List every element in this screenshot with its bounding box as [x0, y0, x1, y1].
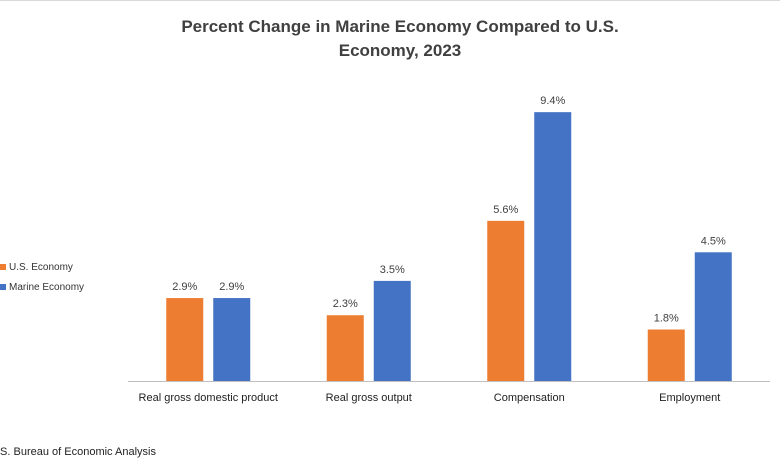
category-label-0: Real gross domestic product	[139, 392, 278, 404]
bar-marine-economy-0	[213, 298, 251, 381]
legend-swatch-marine-economy	[0, 284, 6, 290]
source-note: .S. Bureau of Economic Analysis	[0, 446, 156, 458]
bar-us-economy-1	[326, 315, 364, 381]
legend-swatch-us-economy	[0, 264, 6, 270]
chart-legend: U.S. Economy Marine Economy	[0, 257, 84, 297]
legend-label-marine-economy: Marine Economy	[9, 281, 85, 293]
legend-label-us-economy: U.S. Economy	[9, 261, 73, 273]
bar-us-economy-0	[166, 298, 204, 381]
data-label-marine-economy-3: 4.5%	[701, 235, 726, 247]
category-label-3: Employment	[659, 392, 720, 404]
bar-marine-economy-3	[694, 252, 732, 381]
bar-marine-economy-1	[373, 280, 411, 381]
bar-us-economy-2	[487, 220, 525, 381]
legend-item-marine-economy: Marine Economy	[0, 277, 84, 297]
data-label-us-economy-0: 2.9%	[172, 281, 197, 293]
data-label-us-economy-2: 5.6%	[493, 204, 518, 216]
data-label-marine-economy-2: 9.4%	[540, 95, 565, 107]
bar-us-economy-3	[647, 329, 685, 381]
data-label-marine-economy-1: 3.5%	[380, 264, 405, 276]
bar-marine-economy-2	[534, 112, 572, 381]
chart-title: Percent Change in Marine Economy Compare…	[181, 17, 619, 60]
category-label-1: Real gross output	[326, 392, 412, 404]
legend-item-us-economy: U.S. Economy	[0, 257, 84, 277]
data-label-us-economy-1: 2.3%	[333, 298, 358, 310]
category-label-2: Compensation	[494, 392, 565, 404]
data-label-us-economy-3: 1.8%	[654, 313, 679, 325]
data-label-marine-economy-0: 2.9%	[219, 281, 244, 293]
